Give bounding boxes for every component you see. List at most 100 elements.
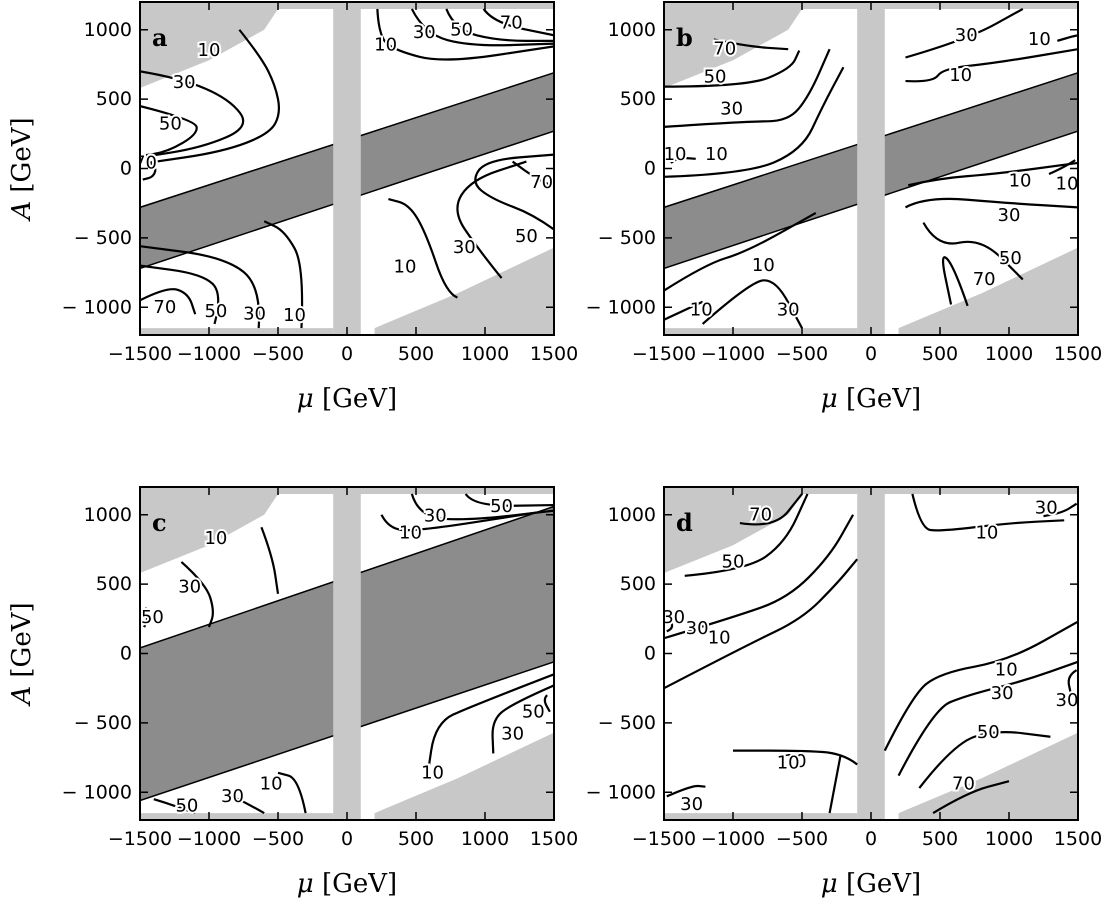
excluded-region-light bbox=[664, 328, 858, 335]
x-tick-label: −1500 bbox=[108, 343, 172, 365]
contour-line-10 bbox=[263, 220, 304, 329]
y-tick-label: − 1000 bbox=[62, 781, 132, 803]
panel-tag: b bbox=[676, 23, 693, 52]
contour-label: 30 bbox=[501, 723, 524, 744]
x-tick-label: −500 bbox=[776, 343, 828, 365]
contour-label: 30 bbox=[662, 607, 685, 628]
y-tick-label: 1000 bbox=[608, 504, 656, 526]
contour-label: 10 bbox=[975, 522, 998, 543]
contour-line-10 bbox=[905, 48, 1078, 83]
contour-line-70 bbox=[511, 160, 554, 188]
contour-label: 30 bbox=[424, 506, 447, 527]
x-tick-label: 1500 bbox=[1054, 828, 1102, 850]
excluded-region-light bbox=[664, 487, 802, 574]
x-tick-label: 0 bbox=[865, 828, 877, 850]
contour-line-30 bbox=[664, 514, 855, 640]
excluded-region-light bbox=[664, 813, 858, 820]
y-tick-label: − 500 bbox=[74, 712, 132, 734]
contour-line-50 bbox=[684, 493, 809, 577]
contour-label: 50 bbox=[175, 796, 198, 817]
contour-line-10 bbox=[664, 300, 704, 321]
contour-line-70 bbox=[932, 780, 1010, 815]
x-tick-label: 1500 bbox=[530, 343, 578, 365]
contour-line-10 bbox=[376, 8, 554, 61]
contour-line-30 bbox=[905, 7, 1024, 59]
y-tick-label: − 1000 bbox=[586, 781, 656, 803]
y-tick-label: 1000 bbox=[608, 19, 656, 41]
excluded-region-light bbox=[140, 813, 334, 820]
contour-label: 70 bbox=[530, 172, 553, 193]
y-tick-label: 0 bbox=[120, 158, 132, 180]
contour-label: 30 bbox=[413, 22, 436, 43]
x-tick-label: 500 bbox=[922, 828, 958, 850]
contour-label: 50 bbox=[977, 722, 1000, 743]
contour-line-30 bbox=[410, 8, 554, 47]
x-tick-label: −1500 bbox=[632, 343, 696, 365]
y-tick-label: − 1000 bbox=[62, 296, 132, 318]
y-tick-label: − 500 bbox=[74, 227, 132, 249]
contour-label: 70 bbox=[153, 297, 176, 318]
contour-line-30 bbox=[1067, 669, 1078, 696]
contour-line-50 bbox=[664, 50, 801, 88]
contour-line-30 bbox=[666, 784, 706, 798]
excluded-region-light bbox=[374, 247, 554, 335]
contour-line-30 bbox=[904, 197, 1078, 209]
contour-label: 50 bbox=[204, 301, 227, 322]
x-tick-label: 0 bbox=[341, 343, 353, 365]
contour-label: 30 bbox=[1035, 497, 1058, 518]
contour-label: 10 bbox=[664, 144, 687, 165]
contour-label: 30 bbox=[173, 72, 196, 93]
contour-label: 50 bbox=[490, 496, 513, 517]
y-tick-label: 0 bbox=[644, 643, 656, 665]
contour-label: 30 bbox=[178, 576, 201, 597]
excluded-region-light bbox=[333, 487, 361, 820]
y-tick-label: − 500 bbox=[598, 227, 656, 249]
y-axis-title: A [GeV] bbox=[7, 117, 37, 221]
x-tick-label: −1000 bbox=[701, 343, 765, 365]
contour-line-30 bbox=[140, 245, 261, 329]
contour-line-50 bbox=[143, 607, 149, 628]
excluded-region-light bbox=[898, 247, 1078, 335]
contour-line-10 bbox=[883, 620, 1078, 752]
y-tick-label: − 500 bbox=[598, 712, 656, 734]
contour-line-10 bbox=[670, 156, 696, 164]
contour-label: 10 bbox=[399, 522, 422, 543]
contour-line-50 bbox=[464, 493, 554, 507]
contour-label: 10 bbox=[995, 660, 1018, 681]
x-tick-label: 1500 bbox=[1054, 343, 1102, 365]
y-tick-label: 500 bbox=[620, 88, 656, 110]
y-axis-title: A [GeV] bbox=[7, 602, 37, 706]
contour-line-30 bbox=[456, 160, 527, 279]
x-tick-label: 1000 bbox=[461, 343, 509, 365]
y-tick-label: − 1000 bbox=[586, 296, 656, 318]
contour-label: 10 bbox=[705, 144, 728, 165]
x-tick-label: −1500 bbox=[108, 828, 172, 850]
contour-label: 50 bbox=[159, 114, 182, 135]
x-axis-title: μ [GeV] bbox=[821, 384, 921, 414]
contour-line-10 bbox=[828, 754, 842, 814]
excluded-region-light bbox=[140, 487, 278, 574]
contour-line-30 bbox=[897, 660, 1078, 777]
contour-label: 10 bbox=[1056, 173, 1079, 194]
excluded-region-light bbox=[374, 732, 554, 820]
contour-line-30 bbox=[666, 617, 674, 633]
y-tick-label: 1000 bbox=[84, 504, 132, 526]
excluded-region-light bbox=[140, 328, 334, 335]
excluded-region-light bbox=[333, 2, 361, 335]
contour-line-10 bbox=[260, 526, 280, 594]
contour-label: 30 bbox=[955, 25, 978, 46]
contour-label: 30 bbox=[686, 618, 709, 639]
x-tick-label: 1000 bbox=[985, 828, 1033, 850]
contour-line-10 bbox=[908, 161, 1078, 187]
x-axis-title: μ [GeV] bbox=[821, 869, 921, 899]
contour-line-50 bbox=[445, 8, 554, 42]
contour-label: 10 bbox=[690, 300, 713, 321]
contour-label: 10 bbox=[260, 773, 283, 794]
x-axis-title: μ [GeV] bbox=[297, 869, 397, 899]
contour-line-30 bbox=[140, 70, 245, 159]
contour-label: 50 bbox=[704, 66, 727, 87]
contour-label: 30 bbox=[1056, 690, 1079, 711]
contour-label: 10 bbox=[784, 751, 807, 772]
